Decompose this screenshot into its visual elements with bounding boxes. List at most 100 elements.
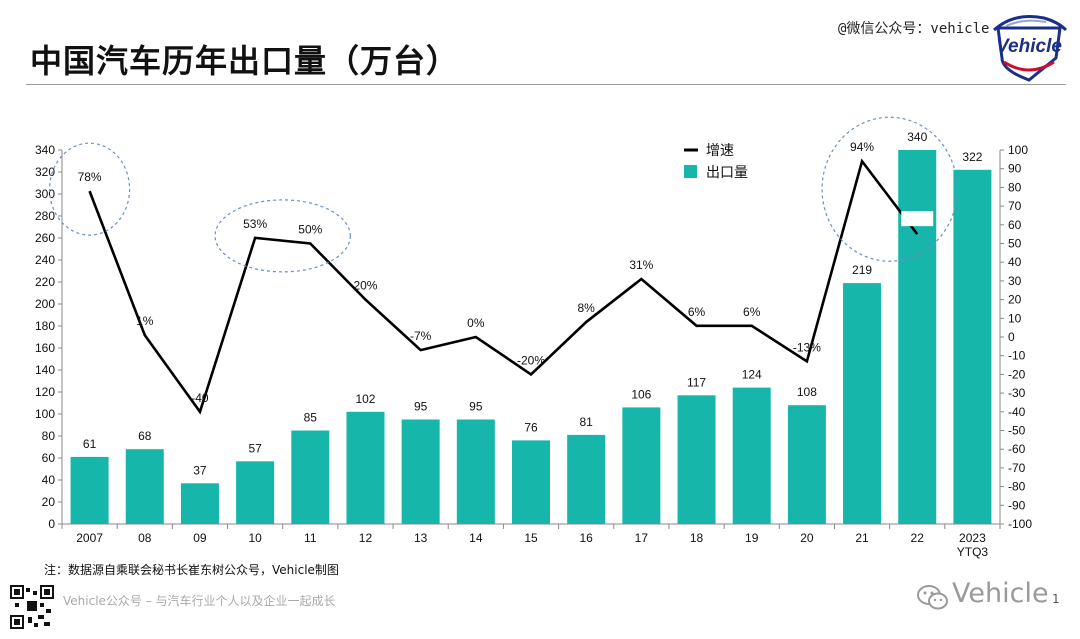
bar	[236, 461, 275, 524]
x-tick-label: 12	[359, 531, 373, 545]
highlight-ellipse	[214, 199, 351, 273]
left-tick-label: 200	[35, 297, 55, 311]
left-tick-label: 300	[35, 187, 55, 201]
bar-value-label: 61	[83, 437, 97, 451]
x-tick-label: 17	[635, 531, 649, 545]
growth-value-label: 53%	[243, 217, 267, 231]
bar-value-label: 85	[304, 411, 318, 425]
bar	[346, 411, 385, 524]
legend-bar-label: 出口量	[706, 164, 748, 180]
right-tick-label: 10	[1008, 311, 1022, 325]
left-tick-label: 140	[35, 363, 55, 377]
bar-value-label: 106	[631, 387, 651, 401]
left-tick-label: 340	[35, 143, 55, 157]
right-tick-label: 20	[1008, 293, 1022, 307]
x-tick-label: 15	[524, 531, 538, 545]
qr-code-icon	[10, 585, 54, 629]
legend-bar-swatch	[684, 165, 697, 178]
x-tick-label: 20	[800, 531, 814, 545]
x-tick-label: 18	[690, 531, 704, 545]
growth-value-label: -7%	[410, 329, 432, 343]
chart-axes: 0204060801001201401601802002202402602803…	[35, 143, 1032, 559]
footer-tagline: Vehicle公众号 – 与汽车行业个人以及企业一起成长	[63, 594, 336, 608]
left-tick-label: 40	[42, 473, 56, 487]
bar-value-label: 37	[193, 463, 207, 477]
right-tick-label: 90	[1008, 162, 1022, 176]
export-chart: 0204060801001201401601802002202402602803…	[35, 116, 1032, 559]
bar	[677, 395, 716, 524]
bar-value-label: 57	[248, 441, 262, 455]
left-tick-label: 20	[42, 495, 56, 509]
bar	[787, 405, 826, 524]
x-tick-label: 10	[248, 531, 262, 545]
highlight-ellipses	[48, 116, 958, 273]
bar-value-label: 219	[852, 263, 872, 277]
bar	[401, 419, 440, 524]
growth-value-label: -40	[191, 391, 209, 405]
bar-value-label: 81	[579, 415, 593, 429]
left-tick-label: 220	[35, 275, 55, 289]
bar	[953, 169, 992, 525]
right-tick-label: -90	[1008, 498, 1026, 512]
growth-value-label: -13%	[793, 340, 821, 354]
right-tick-label: -100	[1008, 517, 1032, 531]
label-backing	[901, 211, 934, 227]
logo-text: Vehicle	[996, 36, 1062, 57]
bar-value-label: 117	[687, 375, 706, 389]
x-tick-label: 14	[469, 531, 483, 545]
vehicle-logo: Vehicle	[992, 15, 1068, 82]
x-tick-label: 2023	[959, 531, 986, 545]
bar	[70, 456, 109, 524]
right-tick-label: 60	[1008, 218, 1022, 232]
right-tick-label: -20	[1008, 367, 1026, 381]
left-tick-label: 240	[35, 253, 55, 267]
growth-value-label: 8%	[578, 301, 596, 315]
bar	[898, 150, 937, 524]
bar	[732, 387, 771, 524]
growth-value-label: 6%	[743, 305, 761, 319]
left-tick-label: 180	[35, 319, 55, 333]
growth-value-label: 0%	[467, 316, 485, 330]
growth-value-label: 31%	[629, 258, 653, 272]
growth-value-label: 78%	[78, 170, 102, 184]
right-tick-label: 40	[1008, 255, 1022, 269]
bar	[456, 419, 495, 524]
growth-value-label: 50%	[298, 223, 322, 237]
right-tick-label: -80	[1008, 480, 1026, 494]
left-tick-label: 280	[35, 209, 55, 223]
right-tick-label: -50	[1008, 424, 1026, 438]
growth-value-label: 6%	[688, 305, 706, 319]
right-tick-label: 0	[1008, 330, 1015, 344]
left-tick-label: 0	[48, 517, 55, 531]
growth-value-label: 94%	[850, 140, 874, 154]
bar	[567, 434, 606, 524]
bar	[843, 283, 882, 524]
left-tick-label: 60	[42, 451, 56, 465]
bar-value-label: 340	[907, 130, 927, 144]
source-note: 注：数据源自乘联会秘书长崔东树公众号，Vehicle制图	[44, 563, 339, 577]
highlight-ellipse	[48, 142, 131, 236]
bar	[622, 407, 661, 524]
bar	[512, 440, 550, 524]
page-title: 中国汽车历年出口量（万台）	[30, 42, 460, 80]
right-tick-label: 70	[1008, 199, 1022, 213]
right-tick-label: 30	[1008, 274, 1022, 288]
right-tick-label: -40	[1008, 405, 1026, 419]
right-tick-label: -10	[1008, 349, 1026, 363]
growth-value-label: -20%	[517, 353, 545, 367]
wechat-handle: @微信公众号：vehicle	[838, 21, 990, 37]
x-tick-label: 2007	[76, 531, 103, 545]
title-divider	[26, 84, 1066, 85]
data-labels: 61 68 37 57 85 102 95 95 76 81 106 117 124 108 219 340 3…	[78, 130, 983, 477]
right-tick-label: -30	[1008, 386, 1026, 400]
growth-value-label: 20%	[353, 279, 377, 293]
line-series	[88, 158, 919, 415]
page-number: 1	[1052, 592, 1060, 606]
x-tick-label: 11	[304, 531, 317, 545]
x-tick-sublabel: YTQ3	[957, 545, 989, 559]
bar-value-label: 124	[742, 368, 762, 382]
bar-value-label: 102	[355, 392, 375, 406]
bar	[180, 483, 219, 524]
x-tick-label: 08	[138, 531, 152, 545]
